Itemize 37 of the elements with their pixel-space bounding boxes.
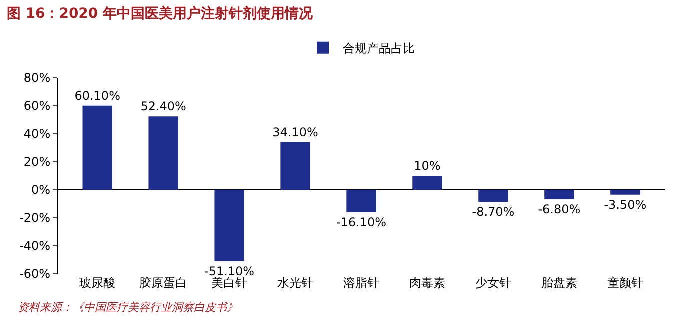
x-tick-label: 胶原蛋白 <box>140 276 188 290</box>
data-label: -3.50% <box>604 198 647 212</box>
chart-title: 图 16：2020 年中国医美用户注射针剂使用情况 <box>6 5 314 22</box>
y-tick-label: 20% <box>24 155 51 170</box>
x-tick-label: 玻尿酸 <box>80 276 116 290</box>
bar <box>544 190 574 200</box>
y-tick-label: 60% <box>24 99 51 114</box>
x-tick-label: 少女针 <box>475 276 512 290</box>
data-label: 34.10% <box>272 125 318 140</box>
data-label: 10% <box>414 159 441 173</box>
x-tick-label: 胎盘素 <box>541 276 578 290</box>
bar <box>148 116 178 190</box>
x-tick-label: 水光针 <box>278 276 314 290</box>
data-label: -6.80% <box>538 202 581 217</box>
x-tick-label: 溶脂针 <box>344 276 380 290</box>
bar <box>214 190 244 262</box>
data-label: -16.10% <box>336 216 387 230</box>
y-tick-label: -40% <box>20 239 51 254</box>
x-tick-label: 童颜针 <box>607 276 644 290</box>
y-tick-label: -60% <box>20 267 51 282</box>
legend-label: 合规产品占比 <box>343 42 415 56</box>
y-tick-label: 80% <box>24 71 51 86</box>
bar <box>346 190 376 213</box>
bar <box>610 190 640 195</box>
text: 资料来源：《中国医疗美容行业洞察白皮书》 <box>18 301 238 314</box>
bar <box>412 176 442 190</box>
bar <box>478 190 508 202</box>
x-tick-label: 美白针 <box>212 276 248 290</box>
bar <box>280 142 310 190</box>
data-label: 60.10% <box>74 88 120 103</box>
data-label: 52.40% <box>140 100 186 114</box>
y-tick-label: 0% <box>32 183 51 198</box>
x-tick-label: 肉毒素 <box>409 276 446 290</box>
y-tick-label: 40% <box>24 127 51 142</box>
bar <box>82 106 112 190</box>
y-tick-label: -20% <box>20 211 51 226</box>
data-label: -8.70% <box>472 205 515 220</box>
